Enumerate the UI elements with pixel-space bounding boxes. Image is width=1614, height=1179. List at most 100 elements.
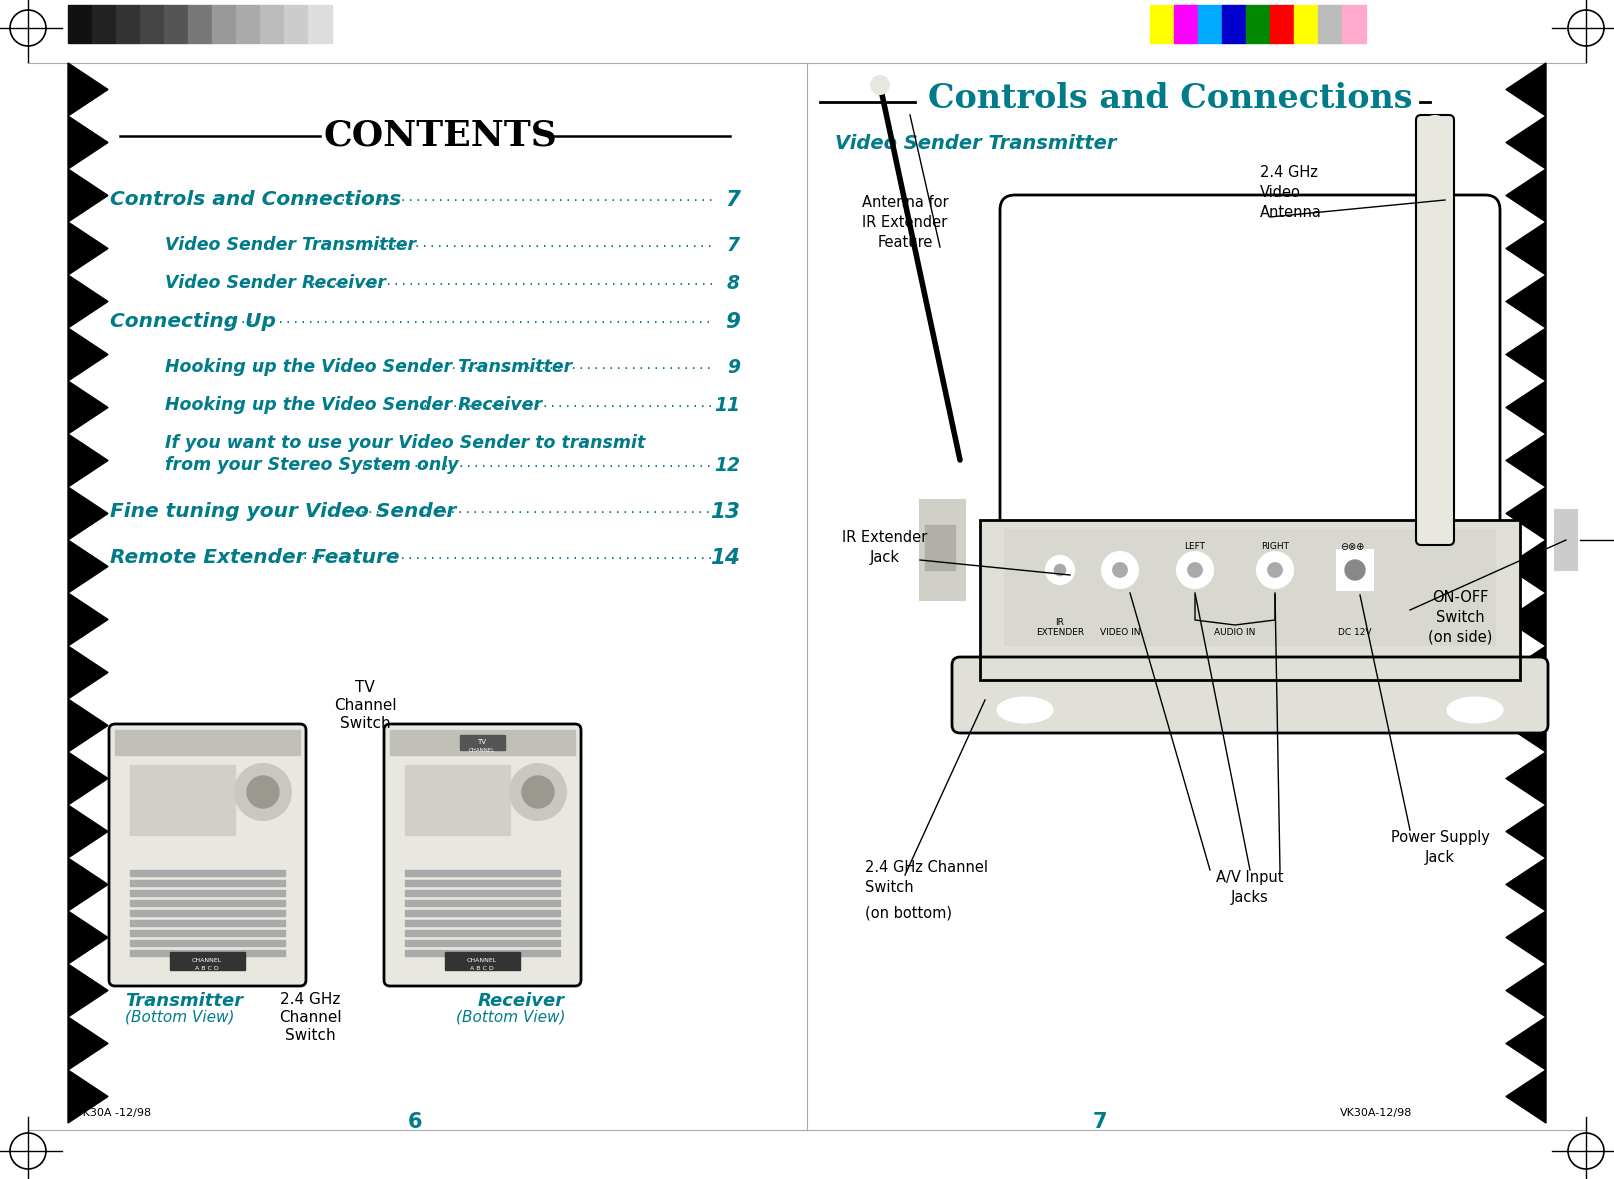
Polygon shape [1506,964,1546,1017]
Text: ......................................................: ........................................… [310,275,715,288]
Bar [391,730,575,755]
Text: DC 12V: DC 12V [1338,628,1372,637]
Circle shape [1102,552,1138,588]
FancyBboxPatch shape [384,724,581,986]
Text: 14: 14 [710,548,739,568]
Bar [68,5,92,42]
Text: ...............................................: ........................................… [360,457,712,470]
Polygon shape [68,540,108,593]
Text: Controls and Connections: Controls and Connections [110,190,402,209]
Text: CHANNEL: CHANNEL [470,747,495,752]
Text: AUDIO IN: AUDIO IN [1214,628,1256,637]
Text: 7: 7 [726,236,739,255]
Bar [1151,5,1173,42]
Circle shape [521,776,554,808]
Polygon shape [1506,593,1546,646]
Text: 9: 9 [726,358,739,377]
Text: ...................................................: ........................................… [331,237,713,250]
Bar [445,951,520,970]
Text: 9: 9 [725,312,739,332]
Polygon shape [68,593,108,646]
Circle shape [1046,556,1073,584]
Text: CHANNEL: CHANNEL [466,959,497,963]
Polygon shape [68,1071,108,1124]
Text: LEFT: LEFT [1185,542,1206,551]
Bar [1246,5,1270,42]
Polygon shape [68,1017,108,1071]
Polygon shape [68,964,108,1017]
Text: 7: 7 [725,190,739,210]
Polygon shape [1506,381,1546,434]
Polygon shape [1506,540,1546,593]
Bar [460,735,505,750]
Text: ........................................................: ........................................… [294,549,715,562]
Bar [116,5,140,42]
Bar [980,520,1520,680]
Text: IR Extender
Jack: IR Extender Jack [843,531,928,565]
Bar [140,5,165,42]
Bar [260,5,284,42]
Polygon shape [68,275,108,328]
Text: .................................................: ........................................… [344,503,712,516]
Text: Controls and Connections: Controls and Connections [928,83,1412,116]
Text: RIGHT: RIGHT [1261,542,1290,551]
Polygon shape [1506,911,1546,964]
Bar [1270,5,1294,42]
Bar [1222,5,1246,42]
Polygon shape [1506,222,1546,275]
Bar [169,951,245,970]
Bar [1198,5,1222,42]
Text: Fine tuning your Video Sender: Fine tuning your Video Sender [110,502,457,521]
Circle shape [872,75,889,94]
Circle shape [1177,552,1214,588]
Text: CONTENTS: CONTENTS [323,118,557,152]
Circle shape [1188,562,1202,578]
Polygon shape [1506,805,1546,858]
Polygon shape [68,169,108,222]
Polygon shape [68,752,108,805]
Bar [1319,5,1341,42]
Text: Video Sender Transmitter: Video Sender Transmitter [834,134,1117,153]
Text: (Bottom View): (Bottom View) [455,1010,565,1025]
Text: A B C D: A B C D [195,967,220,971]
Text: 13: 13 [710,502,739,522]
FancyBboxPatch shape [1415,116,1454,545]
Bar [131,920,286,926]
Text: Receiver: Receiver [478,992,565,1010]
Text: Hooking up the Video Sender Transmitter: Hooking up the Video Sender Transmitter [165,358,573,376]
Text: Channel: Channel [334,698,397,713]
Bar [92,5,116,42]
Polygon shape [1506,646,1546,699]
Bar [165,5,187,42]
Bar [131,930,286,936]
Ellipse shape [1448,698,1503,723]
Text: TV: TV [355,680,374,694]
Text: TV: TV [478,739,486,745]
Bar [131,880,286,885]
Polygon shape [1506,116,1546,169]
Bar [131,765,236,835]
Bar [405,910,560,916]
Bar [1006,531,1495,645]
Text: (on bottom): (on bottom) [865,905,952,921]
Text: ⊖⊗⊕: ⊖⊗⊕ [1340,542,1364,552]
Polygon shape [68,487,108,540]
Bar [1341,5,1365,42]
Text: Connecting Up: Connecting Up [110,312,276,331]
Text: (Bottom View): (Bottom View) [124,1010,234,1025]
Polygon shape [68,805,108,858]
FancyBboxPatch shape [952,657,1548,733]
Circle shape [236,764,291,821]
Circle shape [1257,552,1293,588]
Bar [236,5,260,42]
Text: VK30A -12/98: VK30A -12/98 [74,1108,152,1118]
Polygon shape [68,222,108,275]
Text: Switch: Switch [339,716,391,731]
Bar [131,890,286,896]
Bar [920,500,965,600]
Polygon shape [68,328,108,381]
Bar [1336,549,1374,590]
Bar [115,730,300,755]
Polygon shape [1506,328,1546,381]
Bar [131,950,286,956]
